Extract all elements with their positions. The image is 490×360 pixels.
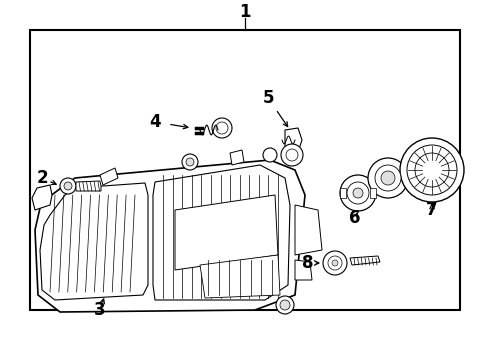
Polygon shape xyxy=(295,205,322,255)
Polygon shape xyxy=(230,150,244,165)
Circle shape xyxy=(286,149,298,161)
Polygon shape xyxy=(200,255,280,298)
Polygon shape xyxy=(153,165,290,300)
Circle shape xyxy=(415,153,449,187)
Polygon shape xyxy=(76,181,101,191)
Circle shape xyxy=(381,171,395,185)
Polygon shape xyxy=(100,168,118,185)
Circle shape xyxy=(182,154,198,170)
Circle shape xyxy=(263,148,277,162)
Circle shape xyxy=(353,188,363,198)
Text: 1: 1 xyxy=(239,3,251,21)
Circle shape xyxy=(328,256,342,270)
Bar xyxy=(340,188,346,198)
Circle shape xyxy=(281,144,303,166)
Polygon shape xyxy=(35,160,305,312)
Circle shape xyxy=(216,122,228,134)
Circle shape xyxy=(347,182,369,204)
Text: 3: 3 xyxy=(94,301,106,319)
Circle shape xyxy=(340,175,376,211)
Bar xyxy=(370,188,376,198)
Text: 2: 2 xyxy=(36,169,48,187)
Circle shape xyxy=(323,251,347,275)
Text: 4: 4 xyxy=(149,113,161,131)
Polygon shape xyxy=(175,195,278,270)
Circle shape xyxy=(407,145,457,195)
Polygon shape xyxy=(285,128,302,152)
Text: 6: 6 xyxy=(349,209,361,227)
Circle shape xyxy=(375,165,401,191)
Text: 8: 8 xyxy=(302,254,314,272)
Polygon shape xyxy=(350,256,380,265)
Circle shape xyxy=(400,138,464,202)
Polygon shape xyxy=(32,185,52,210)
Text: 7: 7 xyxy=(426,201,438,219)
Circle shape xyxy=(368,158,408,198)
Circle shape xyxy=(64,182,72,190)
Circle shape xyxy=(186,158,194,166)
Text: 5: 5 xyxy=(262,89,274,107)
Bar xyxy=(30,30,460,310)
Circle shape xyxy=(276,296,294,314)
Circle shape xyxy=(280,300,290,310)
Polygon shape xyxy=(40,183,148,300)
Circle shape xyxy=(212,118,232,138)
Polygon shape xyxy=(295,260,312,280)
Circle shape xyxy=(60,178,76,194)
Circle shape xyxy=(332,260,338,266)
